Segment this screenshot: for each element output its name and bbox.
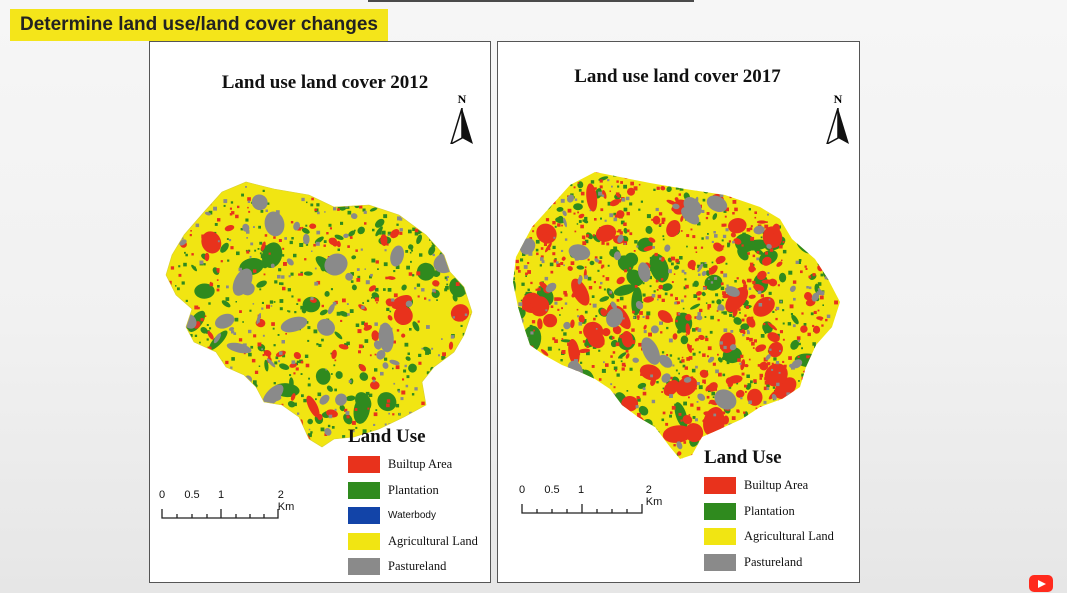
top-divider bbox=[368, 0, 694, 2]
legend-label: Agricultural Land bbox=[744, 529, 834, 543]
scale-tick-label: 0 bbox=[158, 489, 166, 501]
legend-swatch bbox=[348, 507, 380, 524]
legend-title: Land Use bbox=[704, 447, 782, 468]
legend-2012: Land Use Builtup Area Plantation Waterbo… bbox=[348, 426, 478, 584]
legend-swatch bbox=[704, 528, 736, 545]
legend-label: Builtup Area bbox=[744, 478, 809, 492]
land-use-map-2012 bbox=[165, 181, 473, 448]
map-panel-2012: Land use land cover 2012 N 0 0.5 1 2 Km … bbox=[149, 41, 491, 583]
slide-title: Determine land use/land cover changes bbox=[10, 9, 388, 41]
legend-item-agricultural: Agricultural Land bbox=[704, 528, 834, 554]
legend-item-builtup: Builtup Area bbox=[348, 456, 452, 482]
scale-tick-label: 2 Km bbox=[645, 484, 663, 508]
legend-swatch bbox=[348, 532, 380, 550]
scale-bar-icon bbox=[161, 509, 279, 519]
legend-label: Agricultural Land bbox=[388, 533, 478, 548]
north-arrow-icon bbox=[450, 108, 473, 144]
map-panel-2017: Land use land cover 2017 N 0 0.5 1 2 Km … bbox=[497, 41, 860, 583]
scale-tick-label: 0 bbox=[518, 484, 526, 496]
scale-bar-2017: 0 0.5 1 2 Km bbox=[518, 484, 662, 524]
legend-label: Plantation bbox=[388, 482, 439, 497]
north-label: N bbox=[833, 92, 843, 106]
legend-2017: Land Use Builtup Area Plantation Agricul… bbox=[704, 447, 834, 580]
north-arrow-icon bbox=[826, 108, 849, 144]
north-label: N bbox=[457, 92, 467, 106]
scale-tick-label: 1 bbox=[217, 489, 225, 501]
land-use-map-2017 bbox=[513, 172, 840, 459]
legend-swatch bbox=[348, 456, 380, 473]
legend-item-agricultural: Agricultural Land bbox=[348, 532, 478, 559]
scale-tick-label: 1 bbox=[577, 484, 585, 496]
legend-label: Plantation bbox=[744, 503, 795, 518]
legend-item-plantation: Plantation bbox=[348, 481, 439, 508]
legend-swatch bbox=[348, 481, 380, 499]
legend-item-pastureland: Pastureland bbox=[704, 553, 802, 580]
legend-swatch bbox=[348, 558, 380, 575]
legend-swatch bbox=[704, 553, 736, 571]
legend-label: Waterbody bbox=[388, 510, 436, 521]
legend-label: Pastureland bbox=[744, 554, 803, 569]
legend-label: Pastureland bbox=[388, 559, 447, 573]
legend-title: Land Use bbox=[348, 426, 426, 447]
map-title-2012: Land use land cover 2012 bbox=[221, 72, 429, 93]
scale-tick-label: 2 Km bbox=[277, 489, 295, 513]
legend-swatch bbox=[704, 477, 736, 494]
youtube-logo-icon[interactable] bbox=[1029, 575, 1053, 592]
legend-item-waterbody: Waterbody bbox=[348, 507, 436, 533]
legend-item-plantation: Plantation bbox=[704, 502, 795, 529]
legend-item-builtup: Builtup Area bbox=[704, 477, 808, 503]
map-title-2017: Land use land cover 2017 bbox=[574, 66, 781, 87]
legend-swatch bbox=[704, 502, 736, 520]
scale-bar-2012: 0 0.5 1 2 Km bbox=[158, 489, 294, 529]
scale-tick-label: 0.5 bbox=[184, 489, 200, 501]
legend-item-pastureland: Pastureland bbox=[348, 558, 446, 584]
legend-label: Builtup Area bbox=[388, 457, 453, 471]
scale-tick-label: 0.5 bbox=[544, 484, 560, 496]
scale-bar-icon bbox=[521, 504, 643, 514]
